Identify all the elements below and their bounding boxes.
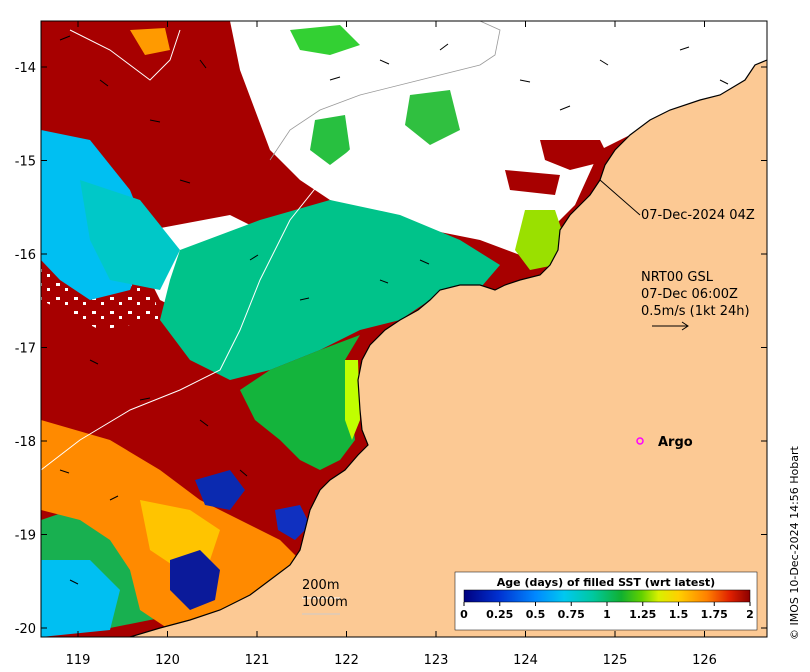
sst-orange-patch-north xyxy=(130,28,170,55)
current-info-line2: 07-Dec 06:00Z xyxy=(641,287,738,302)
sst-cyan-southwest xyxy=(41,560,120,637)
x-tick-label: 120 xyxy=(155,653,180,668)
sst-green-patch-north-2 xyxy=(405,90,460,145)
sst-deep-blue-3 xyxy=(275,505,310,540)
sst-red-patch-north-white xyxy=(540,140,610,170)
x-tick-label: 119 xyxy=(66,653,91,668)
legend-tick-label: 0.75 xyxy=(558,608,585,621)
map-plot-area xyxy=(41,21,767,637)
y-tick-label: -16 xyxy=(15,248,36,263)
no-data-region xyxy=(230,21,767,255)
track-time-label: 07-Dec-2024 04Z xyxy=(641,208,755,223)
x-tick-label: 121 xyxy=(245,653,270,668)
sst-green-patch-north-3 xyxy=(310,115,350,165)
current-vectors xyxy=(59,35,729,585)
sst-cyan-patch-2 xyxy=(80,180,180,290)
land-mass xyxy=(130,60,767,637)
sst-green-nearshore xyxy=(240,335,360,470)
legend-tick-label: 0.5 xyxy=(526,608,546,621)
legend-tick-label: 1.75 xyxy=(701,608,728,621)
legend-tick-label: 1.5 xyxy=(669,608,689,621)
isobath-label-200m: 200m xyxy=(302,578,339,593)
y-tick-label: -14 xyxy=(15,61,36,76)
isobath-offshore xyxy=(269,21,501,161)
y-tick-label: -17 xyxy=(15,342,36,357)
sst-deep-blue xyxy=(170,550,220,610)
x-tick-label: 124 xyxy=(513,653,538,668)
legend-tick-labels: 0 0.25 0.5 0.75 1 1.25 1.5 1.75 2 xyxy=(460,602,754,621)
current-scale-arrow xyxy=(652,321,689,331)
x-tick-label: 126 xyxy=(692,653,717,668)
isobath-200m xyxy=(41,139,361,471)
track-pointer-line xyxy=(599,179,641,216)
argo-label: Argo xyxy=(658,435,693,450)
legend-title: Age (days) of filled SST (wrt latest) xyxy=(497,576,715,589)
y-tick-label: -20 xyxy=(15,622,36,637)
legend-tick-label: 0 xyxy=(460,608,468,621)
legend-tick-label: 1.25 xyxy=(629,608,656,621)
legend-tick-label: 1 xyxy=(603,608,611,621)
isobath-label-1000m: 1000m xyxy=(302,595,348,610)
x-axis-ticks: 119 120 121 122 123 124 125 126 xyxy=(66,21,717,668)
legend-tick-label: 0.25 xyxy=(486,608,513,621)
current-info-line1: NRT00 GSL xyxy=(641,270,714,285)
legend-colorbar xyxy=(463,589,751,603)
y-axis-ticks: -14 -15 -16 -17 -18 -19 -20 xyxy=(15,61,767,637)
x-tick-label: 122 xyxy=(334,653,359,668)
sst-lime-strip xyxy=(345,360,360,440)
y-tick-label: -18 xyxy=(15,435,36,450)
plot-frame xyxy=(40,20,768,638)
sst-red-patch-northeast xyxy=(505,170,560,195)
sst-deep-blue-2 xyxy=(195,470,245,510)
coastline xyxy=(129,59,767,637)
current-info-line3: 0.5m/s (1kt 24h) xyxy=(641,304,750,319)
legend-tick-label: 2 xyxy=(746,608,754,621)
argo-float-marker xyxy=(636,437,644,445)
isobath-1000m xyxy=(69,29,181,81)
x-tick-label: 123 xyxy=(424,653,449,668)
y-tick-label: -19 xyxy=(15,529,36,544)
x-tick-label: 125 xyxy=(603,653,628,668)
credit-text: © IMOS 10-Dec-2024 14:56 Hobart xyxy=(788,445,801,640)
land-peninsula xyxy=(440,300,505,385)
sst-teal-region xyxy=(160,200,500,380)
sst-lime-patch-north xyxy=(515,210,565,270)
sst-green-patch-north xyxy=(290,25,360,55)
y-tick-label: -15 xyxy=(15,155,36,170)
